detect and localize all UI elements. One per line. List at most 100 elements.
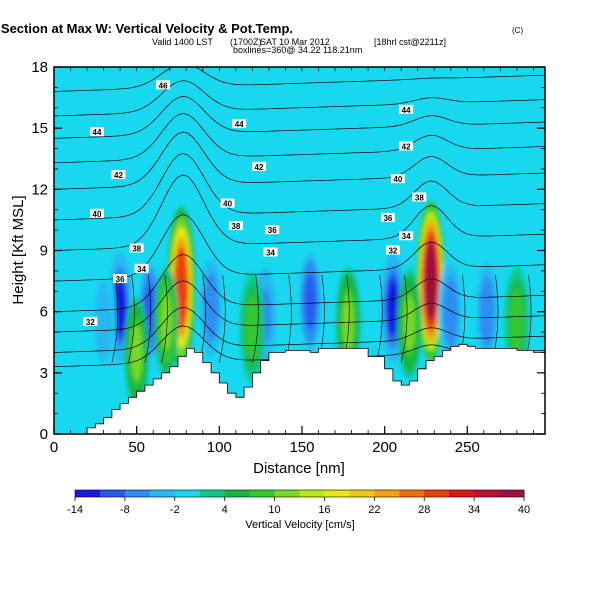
velocity-contour [114,279,126,336]
isentrope-labels: 46 44 44 44 42 42 42 40 40 40 38 38 38 36 36 36 34 34 34 32… [83,80,427,327]
isentrope-label-text: 44 [93,128,102,137]
velocity-feature [397,268,422,380]
isentrope-label-text: 38 [132,244,141,253]
x-axis-label: Distance [nm] [253,460,345,477]
velocity-feature [124,297,149,408]
isentrope-line [161,274,168,363]
isentrope-label-text: 44 [235,120,244,129]
isentrope-label: 42 [111,170,126,180]
isentrope-line [54,280,545,333]
colorbar-tick-label: 16 [318,504,330,516]
isentrope-label: 44 [232,119,247,129]
isentrope-label-text: 36 [268,226,277,235]
terrain [54,343,545,434]
isentrope-line [400,274,408,363]
isentrope-label-text: 34 [266,249,275,258]
velocity-contour [387,279,399,336]
isentrope-label-text: 38 [231,222,240,231]
velocity-contour [97,293,110,350]
isentrope-label: 32 [385,245,400,256]
x-tick-label: 50 [128,439,145,456]
colorbar-swatch [324,490,350,497]
colorbar-swatch [499,490,525,497]
isentrope-line [54,307,545,353]
isentrope-label-text: 40 [393,175,402,184]
x-axis: 0 50 100 150 200 250 [50,67,534,456]
isentrope-line [54,214,545,282]
velocity-contour [481,283,493,340]
isentrope-label: 32 [83,316,98,327]
isentrope-label-text: 34 [402,232,411,241]
isentrope-label: 34 [134,263,149,274]
velocity-contour [160,293,173,350]
colorbar-swatch [249,490,275,497]
velocity-feature [297,246,323,357]
colorbar-tick-label: -14 [67,504,83,516]
colorbar-swatch [474,490,500,497]
velocity-contour [403,296,416,352]
x-tick-label: 100 [207,439,232,456]
isentrope-label-text: 36 [383,214,392,223]
plot-area: 46 44 44 44 42 42 42 40 40 40 38 38 38 36 36 36 34 34 34 32… [54,67,545,434]
valid-time: Valid 1400 LST [152,37,213,47]
colorbar-tick-label: 22 [368,504,380,516]
y-tick-label: 12 [31,181,48,198]
y-tick-label: 0 [40,426,48,443]
y-tick-label: 18 [31,59,48,76]
velocity-contour [131,324,143,381]
colorbar-swatch [124,490,151,497]
isentrope-label-text: 32 [388,247,397,256]
colorbar-tick-label: -8 [120,504,130,516]
colorbar-swatch [99,490,126,497]
isentrope-label-text: 38 [415,193,424,202]
chart-title: Wind-Parallel Section at Max W: Vertical… [0,21,293,36]
colorbar-swatch [349,490,375,497]
velocity-contour [511,293,523,350]
isentrope-label: 44 [399,104,414,115]
isentrope-line [54,153,545,221]
colorbar-swatch [75,490,101,497]
copyright-mark: (C) [512,26,523,35]
isentrope-label: 42 [399,141,414,152]
isentrope-line [54,131,545,190]
isentrope-line [376,274,383,363]
isentrope-line [54,174,545,251]
x-tick-label: 200 [372,439,397,456]
isentrope-line [219,274,226,363]
colorbar-tick-label: 4 [222,504,228,516]
isentrope-line [54,96,545,139]
y-axis-label: Height [Kft MSL] [10,195,27,304]
isentrope-label-text: 44 [402,106,411,115]
isentrope-label-text: 42 [255,163,264,172]
colorbar-swatch [274,490,300,497]
velocity-contour [246,300,258,356]
colorbar-tick-label: -2 [170,504,180,516]
velocity-feature [154,266,179,378]
isentrope-line [54,254,545,313]
velocity-contour [342,293,354,350]
colorbar-swatch [199,490,226,497]
isentrope-label: 46 [156,80,171,90]
y-axis: 0 36 9 12 15 18 [31,59,545,443]
velocity-contour [445,283,457,340]
isentrope-line [252,274,259,363]
isentrope-lines [54,67,545,368]
y-tick-label: 9 [40,243,48,260]
y-tick-label: 15 [31,120,48,137]
colorbar-swatch [174,490,201,497]
valid-utc: (1700Z) [230,37,262,47]
velocity-feature [474,256,500,367]
isentrope-label: 36 [265,225,280,235]
x-tick-label: 150 [289,439,314,456]
colorbar-label: Vertical Velocity [cm/s] [245,519,354,531]
isentrope-label: 36 [113,274,128,284]
model-run: [18hrl cst@2211z] [374,37,446,47]
colorbar-swatch [224,490,251,497]
y-tick-label: 6 [40,304,48,321]
isentrope-line [54,80,545,117]
isentrope-label-text: 46 [159,81,168,90]
isentrope-line [144,274,152,363]
isentrope-line [54,67,545,92]
velocity-feature [416,200,446,362]
